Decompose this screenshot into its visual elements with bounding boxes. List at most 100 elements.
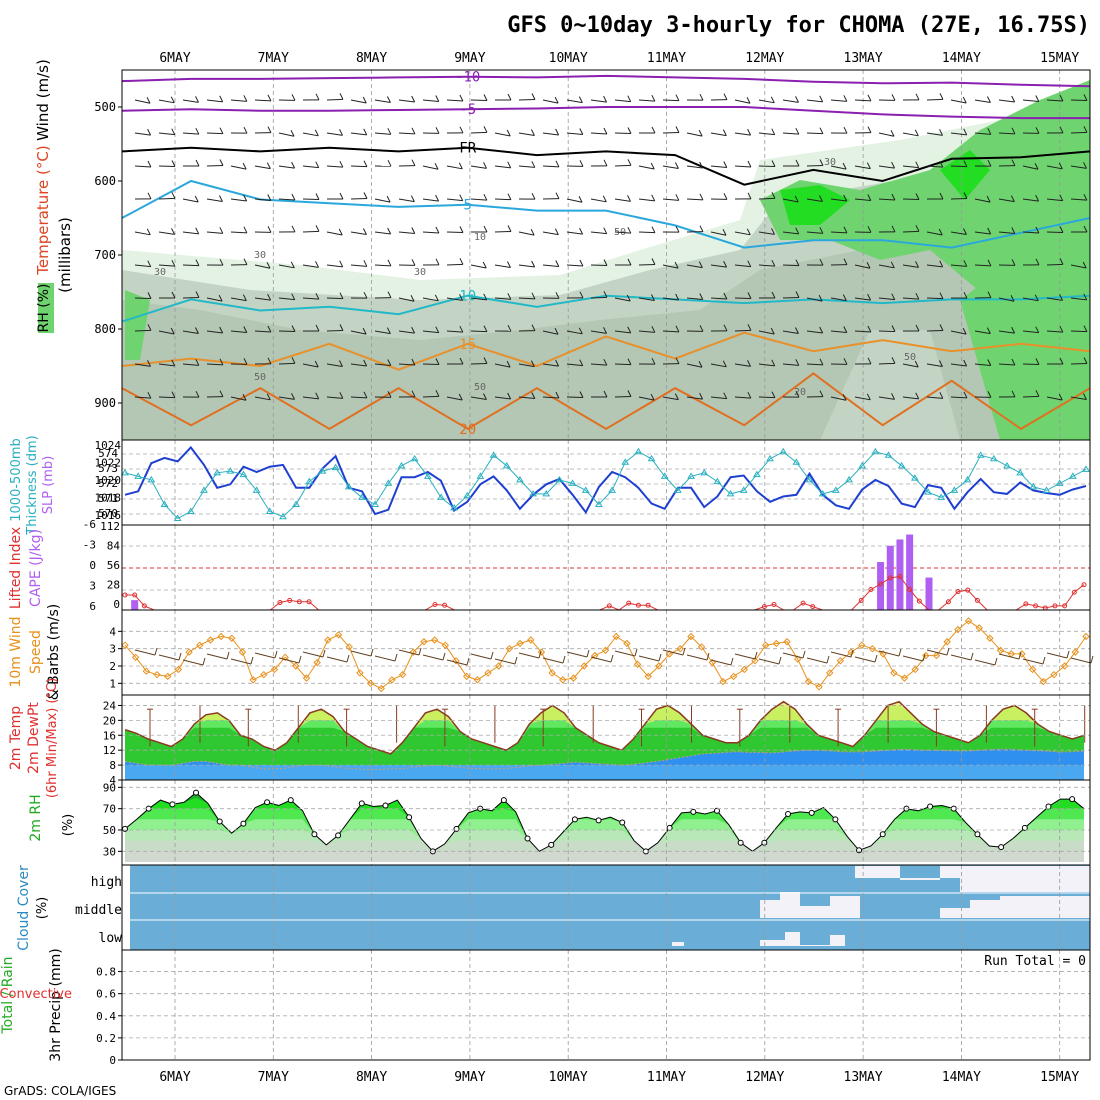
wind-barb	[254, 330, 271, 333]
wind-barb	[998, 231, 1015, 234]
temp-contour	[121, 331, 1091, 371]
wind-barb	[518, 132, 535, 136]
thickness-marker	[1082, 465, 1090, 472]
thickness-marker	[463, 491, 472, 499]
wind-barb	[710, 396, 727, 400]
rh2m-marker	[287, 797, 294, 804]
wind-barb	[758, 231, 775, 235]
wind-barb-flag	[651, 326, 656, 333]
wind-barb	[638, 263, 655, 266]
wind-barb	[158, 197, 175, 200]
wind-barb-flag	[987, 227, 992, 235]
wind-barb-flag	[963, 192, 968, 199]
wind-barb-flag	[866, 393, 871, 401]
cloud-gap-middle	[940, 896, 1090, 918]
thickness-marker	[331, 463, 340, 471]
wind-barb	[254, 99, 271, 102]
y-tick-label-cape: 0	[113, 598, 120, 611]
wind-barb	[326, 363, 343, 367]
wind-speed-marker	[334, 631, 343, 639]
thickness-marker	[450, 503, 458, 511]
wind-barb-flag	[602, 195, 607, 203]
thickness-marker	[489, 451, 498, 458]
wind-speed-marker	[826, 669, 834, 677]
wind-barb	[854, 297, 871, 301]
panel-slp: 574 573 572 571 570 1024 1022 1020 1018 1016 1000-…	[9, 435, 1091, 536]
wind-barb-flag	[339, 160, 344, 168]
wind-barb-flag	[579, 359, 584, 366]
wind-barb	[926, 297, 943, 300]
wind-barb-flag	[651, 126, 656, 134]
surface-wind-barb-flag	[322, 649, 326, 658]
wind-speed-marker	[1082, 632, 1090, 641]
wind-barb-flag	[795, 327, 799, 334]
wind-barb	[254, 297, 271, 301]
wind-barb-flag	[339, 192, 344, 200]
surface-wind-barb	[350, 650, 372, 657]
wind-barb-flag	[915, 193, 920, 200]
y-axis-label-cloud: Cloud Cover	[16, 865, 32, 951]
wind-barb-flag	[651, 226, 656, 233]
wind-barb-flag	[339, 129, 343, 136]
thickness-marker	[344, 482, 353, 490]
y-tick-label: 800	[94, 322, 116, 336]
wind-barb	[638, 330, 655, 333]
y-tick-label-li: 6	[89, 600, 96, 613]
wind-barb-flag	[722, 129, 727, 136]
wind-barb	[806, 164, 823, 167]
wind-barb-flag	[794, 195, 799, 203]
date-label-bottom: 12MAY	[745, 1070, 784, 1085]
wind-barb-flag	[867, 226, 872, 233]
wind-barb-flag	[363, 228, 367, 235]
wind-barb-flag	[147, 260, 152, 267]
y-axis-label-convective: Convective	[0, 987, 72, 1002]
wind-barb-flag	[1010, 295, 1015, 302]
wind-speed-marker	[697, 643, 706, 651]
wind-barb	[278, 264, 295, 269]
wind-barb-flag	[651, 194, 656, 202]
wind-barb	[686, 264, 703, 269]
wind-barb-flag	[819, 127, 824, 134]
surface-wind-barb	[494, 658, 516, 665]
wind-barb-flag	[578, 327, 583, 335]
wind-barb-flag	[723, 392, 728, 399]
wind-barb-flag	[675, 357, 680, 364]
wind-barb	[470, 198, 487, 201]
surface-wind-barb-flag	[1066, 650, 1070, 659]
wind-barb	[470, 131, 487, 134]
surface-wind-barb-flag	[370, 648, 374, 657]
wind-barb-flag	[1011, 358, 1016, 366]
wind-barb	[182, 330, 199, 334]
wind-barb-flag	[1083, 225, 1088, 233]
wind-barb-flag	[723, 93, 728, 100]
rh2m-marker	[832, 816, 839, 823]
wind-barb	[350, 132, 367, 136]
wind-barb-flag	[387, 159, 392, 167]
lifted-index-marker	[887, 575, 893, 581]
wind-barb-flag	[579, 259, 584, 267]
wind-barb-flag	[650, 162, 655, 170]
temp-contour	[121, 179, 1091, 249]
wind-barb	[422, 99, 439, 102]
wind-barb	[686, 297, 703, 300]
wind-barb	[1070, 297, 1087, 301]
rh-fill-green	[125, 290, 150, 360]
wind-barb	[182, 264, 199, 267]
wind-barb	[494, 230, 511, 233]
wind-barb-flag	[915, 324, 920, 332]
surface-wind-barb-flag	[706, 652, 710, 661]
wind-barb	[542, 264, 559, 267]
wind-barb	[494, 363, 511, 368]
wind-barb	[590, 296, 607, 299]
wind-barb	[1046, 231, 1063, 234]
wind-barb	[1046, 297, 1063, 301]
cape-bar	[925, 577, 933, 610]
bottom-date-labels: 6MAY 7MAY 8MAY 9MAY 10MAY 11MAY 12MAY 13MAY 14MA…	[159, 1070, 1079, 1085]
thickness-marker	[621, 458, 630, 465]
wind-barb	[662, 330, 679, 333]
wind-barb-flag	[747, 128, 752, 136]
wind-barb-flag	[795, 359, 800, 366]
wind-barb	[638, 231, 655, 234]
wind-barb	[302, 396, 319, 400]
wind-barb-flag	[219, 258, 224, 266]
